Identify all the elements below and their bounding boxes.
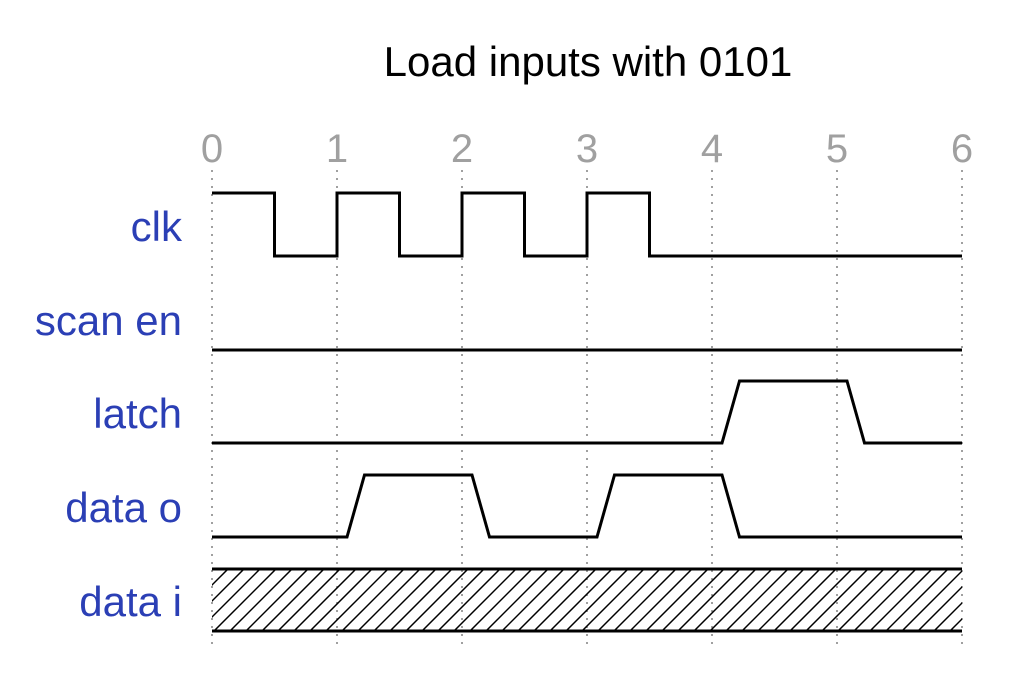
tick-label-0: 0 bbox=[201, 127, 223, 171]
hatch-pattern bbox=[212, 569, 962, 631]
signal-label-data-i: data i bbox=[79, 578, 182, 625]
tick-label-5: 5 bbox=[826, 127, 848, 171]
diagram-title: Load inputs with 0101 bbox=[384, 38, 793, 85]
tick-label-3: 3 bbox=[576, 127, 598, 171]
signal-label-latch: latch bbox=[93, 390, 182, 437]
signal-labels: clk scan en latch data o data i bbox=[35, 203, 183, 625]
tick-label-2: 2 bbox=[451, 127, 473, 171]
tick-label-6: 6 bbox=[951, 127, 973, 171]
waveform-clk bbox=[212, 191, 962, 258]
tick-label-4: 4 bbox=[701, 127, 723, 171]
signal-label-clk: clk bbox=[131, 203, 183, 250]
time-axis-ticks: 0 1 2 3 4 5 6 bbox=[201, 127, 973, 171]
signal-label-scan-en: scan en bbox=[35, 297, 182, 344]
signal-waveforms bbox=[212, 191, 962, 633]
waveform-latch bbox=[212, 379, 962, 445]
waveform-data-o bbox=[212, 473, 962, 539]
signal-label-data-o: data o bbox=[65, 484, 182, 531]
waveform-data-i bbox=[212, 567, 962, 633]
tick-label-1: 1 bbox=[326, 127, 348, 171]
